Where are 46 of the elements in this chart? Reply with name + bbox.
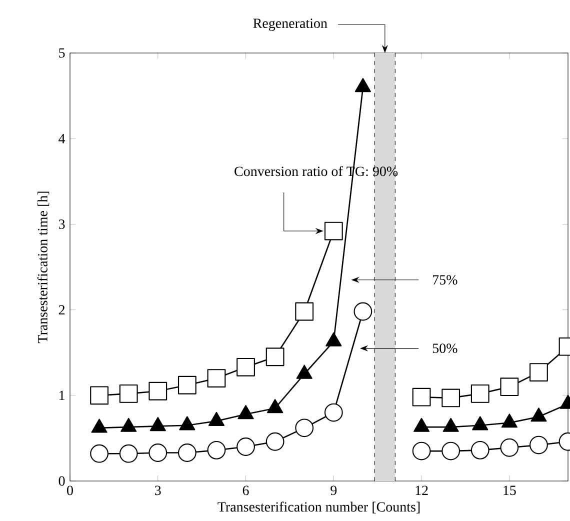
y-tick-label: 2 [58,305,65,314]
y-tick-label: 3 [58,220,65,229]
x-tick-label: 12 [416,486,428,495]
point [324,222,343,240]
point [500,378,519,396]
y-tick-label: 1 [60,390,64,400]
y-axis-title: Transesterification time [h] [37,192,50,344]
point [530,436,548,454]
point [119,384,138,403]
annotation: 75% [433,275,458,285]
point [530,363,548,382]
y-tick-label: 5 [59,48,65,58]
point [412,388,431,406]
point [354,302,372,321]
point [236,438,255,456]
x-tick-label: 9 [330,486,337,496]
point [207,440,226,460]
point [266,348,284,366]
point [470,384,490,403]
y-tick-label: 0 [58,476,65,486]
point [207,369,226,388]
point [148,382,168,400]
point [178,376,196,394]
point [500,438,519,457]
x-tick-label: 0 [67,486,73,496]
point [442,442,460,460]
x-tick-label: 3 [155,486,161,496]
point [90,444,108,463]
point [266,432,284,451]
annotation: Regeneration [253,18,328,31]
x-tick-label: 15 [504,486,516,496]
point [442,388,460,408]
point [119,444,138,463]
x-axis-title: Transesterification number [Counts] [218,502,420,514]
point [470,440,490,460]
point [236,358,255,376]
point [412,442,431,460]
annotation: 50% [432,344,458,354]
point [324,403,343,422]
point [148,444,168,462]
point [90,386,108,405]
y-tick-label: 4 [58,134,66,144]
point [178,444,196,462]
x-tick-label: 6 [242,486,249,496]
point [295,302,314,321]
point [295,418,314,438]
